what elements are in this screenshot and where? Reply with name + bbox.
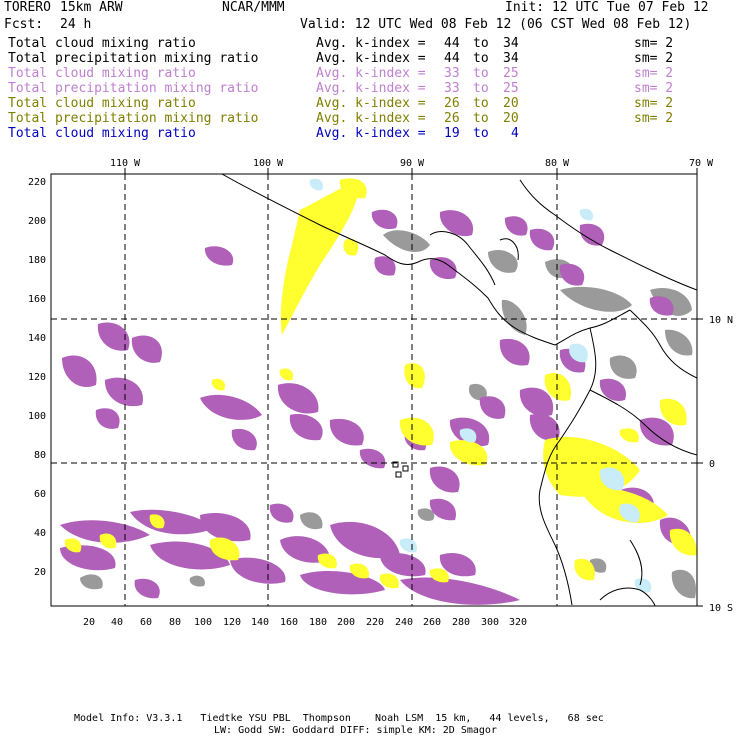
legend-end: 34 xyxy=(503,36,519,51)
grid-y-label: 40 xyxy=(34,528,46,539)
grid-x-label: 140 xyxy=(251,617,269,628)
lon-label: 100 W xyxy=(253,158,284,169)
grid-y-label: 60 xyxy=(34,489,46,500)
legend-from: 26 xyxy=(444,96,460,111)
grid-x-label: 320 xyxy=(509,617,527,628)
grid-y-label: 120 xyxy=(28,372,46,383)
legend-to: to xyxy=(473,126,489,141)
legend-sm: sm= 2 xyxy=(634,96,674,111)
lat-label: 0 xyxy=(709,459,715,470)
legend-avg: Avg. k-index = xyxy=(316,111,426,126)
legend-avg: Avg. k-index = xyxy=(316,66,426,81)
legend-end: 34 xyxy=(503,51,519,66)
legend-avg: Avg. k-index = xyxy=(316,81,426,96)
legend-field: Total precipitation mixing ratio xyxy=(8,111,259,126)
legend-field: Total cloud mixing ratio xyxy=(8,126,196,141)
legend-field: Total precipitation mixing ratio xyxy=(8,51,259,66)
grid-y-label: 180 xyxy=(28,255,46,266)
legend-avg: Avg. k-index = xyxy=(316,126,426,141)
legend-from: 19 xyxy=(444,126,460,141)
legend-to: to xyxy=(473,111,489,126)
grid-x-label: 220 xyxy=(366,617,384,628)
legend-to: to xyxy=(473,66,489,81)
footer-physics-info: LW: Godd SW: Goddard DIFF: simple KM: 2D… xyxy=(214,725,497,736)
legend-end: 20 xyxy=(503,111,519,126)
forecast-hours: 24 h xyxy=(60,17,92,32)
legend-field: Total cloud mixing ratio xyxy=(8,36,196,51)
legend-to: to xyxy=(473,51,489,66)
purple-areas xyxy=(60,209,691,605)
lat-ticks xyxy=(697,318,703,607)
gray-cloud-areas xyxy=(80,230,696,599)
grid-x-label: 280 xyxy=(452,617,470,628)
coastline xyxy=(221,174,697,606)
lon-ticks xyxy=(124,168,698,174)
legend-from: 33 xyxy=(444,81,460,96)
lon-label: 110 W xyxy=(110,158,141,169)
legend-from: 44 xyxy=(444,51,460,66)
legend-avg: Avg. k-index = xyxy=(316,51,426,66)
legend-sm: sm= 2 xyxy=(634,66,674,81)
grid-x-label: 60 xyxy=(140,617,152,628)
model-resolution: 15km ARW xyxy=(60,0,123,15)
init-time: Init: 12 UTC Tue 07 Feb 12 xyxy=(505,0,709,15)
legend-end: 20 xyxy=(503,96,519,111)
legend-from: 26 xyxy=(444,111,460,126)
grid-x-label: 20 xyxy=(83,617,95,628)
light-blue-areas xyxy=(309,178,652,593)
legend-to: to xyxy=(473,81,489,96)
lon-label: 70 W xyxy=(689,158,714,169)
legend-sm: sm= 2 xyxy=(634,81,674,96)
legend-to: to xyxy=(473,36,489,51)
map-frame xyxy=(50,173,698,607)
legend-avg: Avg. k-index = xyxy=(316,96,426,111)
legend-end: 25 xyxy=(503,81,519,96)
forecast-label: Fcst: xyxy=(4,17,44,32)
legend-sm: sm= 2 xyxy=(634,51,674,66)
lon-label: 90 W xyxy=(400,158,425,169)
grid-x-label: 40 xyxy=(111,617,123,628)
grid-x-label: 180 xyxy=(309,617,327,628)
legend-from: 44 xyxy=(444,36,460,51)
legend-avg: Avg. k-index = xyxy=(316,36,426,51)
grid-y-label: 220 xyxy=(28,177,46,188)
legend-end: 4 xyxy=(511,126,519,141)
lat-lon-grid xyxy=(51,174,697,606)
grid-y-label: 200 xyxy=(28,216,46,227)
grid-y-label: 20 xyxy=(34,567,46,578)
grid-x-label: 240 xyxy=(395,617,413,628)
model-name: TORERO xyxy=(4,0,51,15)
legend-field: Total cloud mixing ratio xyxy=(8,96,196,111)
grid-y-label: 80 xyxy=(34,450,46,461)
grid-x-label: 80 xyxy=(169,617,181,628)
lat-label: 10 N xyxy=(709,315,733,326)
grid-x-label: 260 xyxy=(423,617,441,628)
grid-x-label: 160 xyxy=(280,617,298,628)
legend-to: to xyxy=(473,96,489,111)
legend-field: Total cloud mixing ratio xyxy=(8,66,196,81)
grid-x-label: 120 xyxy=(223,617,241,628)
footer-model-info: Model Info: V3.3.1 Tiedtke YSU PBL Thomp… xyxy=(74,713,604,724)
legend-sm: sm= 2 xyxy=(634,111,674,126)
legend-end: 25 xyxy=(503,66,519,81)
legend-sm: sm= 2 xyxy=(634,36,674,51)
grid-x-label: 200 xyxy=(337,617,355,628)
grid-y-label: 100 xyxy=(28,411,46,422)
grid-x-label: 300 xyxy=(481,617,499,628)
legend-from: 33 xyxy=(444,66,460,81)
grid-x-label: 100 xyxy=(194,617,212,628)
lat-label: 10 S xyxy=(709,603,733,614)
lon-label: 80 W xyxy=(545,158,570,169)
grid-y-label: 160 xyxy=(28,294,46,305)
organization-label: NCAR/MMM xyxy=(222,0,285,15)
valid-time: Valid: 12 UTC Wed 08 Feb 12 (06 CST Wed … xyxy=(300,17,692,32)
legend-field: Total precipitation mixing ratio xyxy=(8,81,259,96)
grid-y-label: 140 xyxy=(28,333,46,344)
